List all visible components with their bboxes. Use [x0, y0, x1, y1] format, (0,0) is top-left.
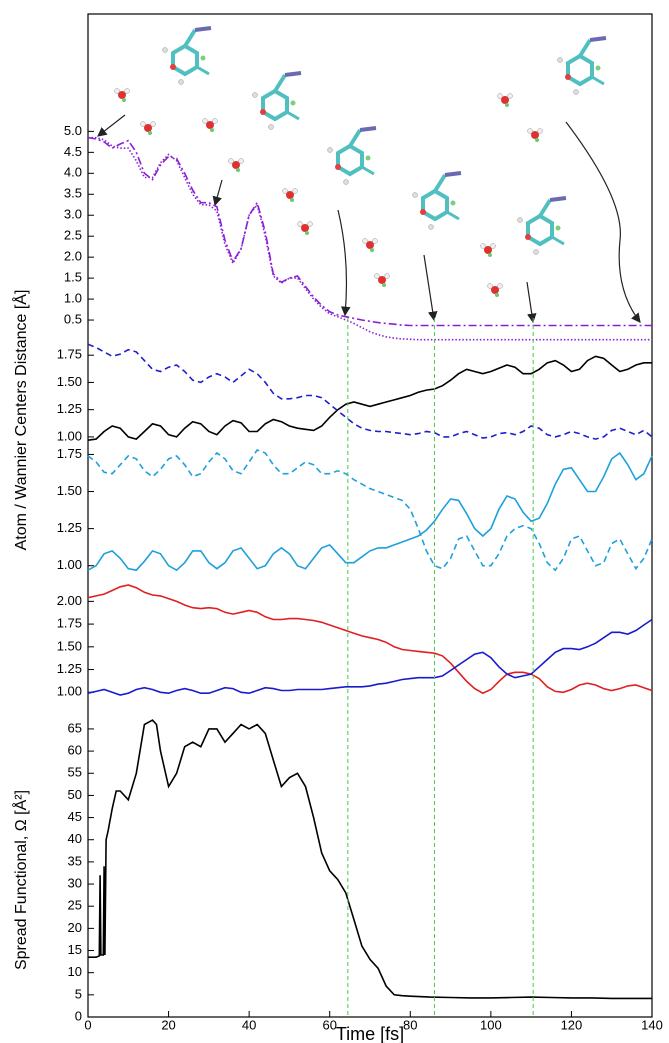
y-tick-label: 2.00	[57, 593, 82, 608]
y-tick-label: 10	[68, 964, 82, 979]
y-tick-label: 1.75	[57, 616, 82, 631]
x-tick-label: 0	[84, 1017, 91, 1032]
y-tick-label: 4.0	[64, 165, 82, 180]
y-tick-label: 1.00	[57, 428, 82, 443]
y-tick-label: 1.75	[57, 347, 82, 362]
y-axis-label: Atom / Wannier Centers Distance [Å]	[11, 290, 30, 551]
y-tick-label: 55	[68, 765, 82, 780]
y-tick-label: 1.0	[64, 291, 82, 306]
series-line	[88, 138, 652, 326]
x-tick-label: 100	[480, 1017, 502, 1032]
x-tick-label: 40	[242, 1017, 256, 1032]
y-tick-label: 1.25	[57, 661, 82, 676]
y-tick-label: 1.50	[57, 638, 82, 653]
y-tick-label: 20	[68, 920, 82, 935]
y-tick-label: 1.5	[64, 270, 82, 285]
y-tick-label: 1.25	[57, 520, 82, 535]
y-tick-label: 65	[68, 720, 82, 735]
y-tick-label: 5.0	[64, 123, 82, 138]
y-tick-label: 60	[68, 743, 82, 758]
x-tick-label: 120	[561, 1017, 583, 1032]
snapshot-arrows	[98, 115, 640, 322]
y-tick-label: 1.25	[57, 401, 82, 416]
x-tick-label: 140	[641, 1017, 663, 1032]
y-tick-label: 15	[68, 942, 82, 957]
y-tick-label: 3.5	[64, 186, 82, 201]
y-tick-label: 25	[68, 898, 82, 913]
y-tick-label: 0	[75, 1008, 82, 1023]
series-line	[88, 453, 652, 570]
series-line	[88, 620, 652, 696]
y-axis-label: Spread Functional, Ω [Å²]	[11, 790, 30, 970]
series-line	[88, 585, 652, 693]
y-tick-label: 1.75	[57, 446, 82, 461]
series-line	[88, 720, 652, 998]
series-line	[88, 344, 652, 439]
y-tick-label: 1.00	[57, 684, 82, 699]
y-tick-label: 35	[68, 853, 82, 868]
y-tick-label: 30	[68, 875, 82, 890]
y-tick-label: 40	[68, 831, 82, 846]
series-line	[88, 138, 652, 340]
series-line	[88, 356, 652, 440]
y-tick-label: 1.00	[57, 557, 82, 572]
plot-frame	[88, 14, 652, 1017]
y-tick-label: 45	[68, 809, 82, 824]
y-tick-label: 2.0	[64, 249, 82, 264]
chart: Time [fs] 0.5 1.0 1.5 2.0 2.5 3.0 3.5 4.0 4.5 5.0…	[0, 0, 669, 1043]
x-tick-label: 80	[403, 1017, 417, 1032]
y-tick-label: 50	[68, 787, 82, 802]
y-tick-label: 1.50	[57, 374, 82, 389]
x-tick-label: 60	[322, 1017, 336, 1032]
y-tick-label: 1.50	[57, 483, 82, 498]
molecule-snapshots	[115, 28, 607, 297]
y-tick-label: 4.5	[64, 144, 82, 159]
x-tick-label: 20	[161, 1017, 175, 1032]
y-tick-label: 0.5	[64, 311, 82, 326]
y-tick-label: 5	[75, 986, 82, 1001]
y-tick-label: 2.5	[64, 228, 82, 243]
x-axis-label: Time [fs]	[336, 1024, 404, 1043]
y-tick-label: 3.0	[64, 207, 82, 222]
